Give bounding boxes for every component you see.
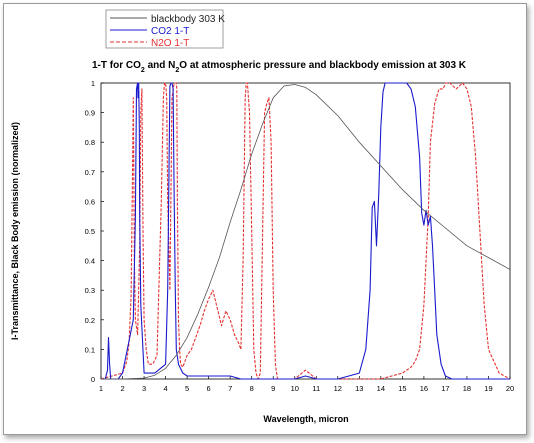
x-tick-label: 10 [291,384,299,393]
x-tick-label: 15 [398,384,406,393]
series-line-n2o [100,82,511,380]
chart-title-part: O at atmospheric pressure and blackbody … [179,60,467,71]
y-tick-label: 0.3 [85,286,95,295]
chart-title-part: 2 [141,67,145,74]
figure-frame: blackbody 303 K CO2 1-T N2O 1-T 1-T for … [3,3,527,435]
x-tick-label: 9 [271,384,275,393]
chart-title-part: 1-T for CO [92,60,141,71]
y-tick-label: 0 [91,375,95,384]
x-tick-label: 12 [334,384,342,393]
x-tick-label: 11 [312,384,320,393]
legend-label-n2o: N2O 1-T [151,38,189,49]
x-tick-label: 20 [506,384,514,393]
y-tick-label: 0.4 [85,257,95,266]
x-tick-label: 5 [185,384,189,393]
series-layer [100,82,511,380]
series-line-blackbody [101,84,511,380]
x-tick-label: 16 [420,384,428,393]
y-tick-label: 1 [91,79,95,88]
x-tick-label: 4 [163,384,167,393]
y-tick-label: 0.7 [85,168,95,177]
y-tick-label: 0.9 [85,109,95,118]
legend-label-co2: CO2 1-T [151,26,189,37]
y-tick-label: 0.1 [85,345,95,354]
y-axis-label: I-Transmittance, Black Body emission (no… [10,122,20,340]
y-tick-label: 0.8 [85,138,95,147]
x-tick-label: 7 [228,384,232,393]
chart-title: 1-T for CO2 and N2O at atmospheric press… [92,60,467,74]
y-tick-label: 0.2 [85,316,95,325]
x-tick-label: 18 [463,384,471,393]
chart-title-part: 2 [175,67,179,74]
x-tick-label: 3 [142,384,146,393]
y-tick-label: 0.5 [85,227,95,236]
chart: blackbody 303 K CO2 1-T N2O 1-T 1-T for … [10,9,515,424]
chart-title-part: and N [145,60,176,71]
x-tick-label: 6 [207,384,211,393]
axis-ticks: 1 2 3 4 5 6 7 8 9 10 11 12 13 14 15 16 17 18 19 2000.10.20.… [85,79,515,393]
x-tick-label: 13 [355,384,363,393]
y-tick-label: 0.6 [85,197,95,206]
x-tick-label: 17 [441,384,449,393]
x-tick-label: 1 [99,384,103,393]
legend: blackbody 303 K CO2 1-T N2O 1-T [105,9,225,49]
x-axis-label: Wavelength, micron [263,414,348,424]
x-tick-label: 8 [250,384,254,393]
x-tick-label: 19 [484,384,492,393]
series-line-co2 [101,82,510,380]
x-tick-label: 14 [377,384,385,393]
legend-label-blackbody: blackbody 303 K [151,14,225,25]
x-tick-label: 2 [120,384,124,393]
